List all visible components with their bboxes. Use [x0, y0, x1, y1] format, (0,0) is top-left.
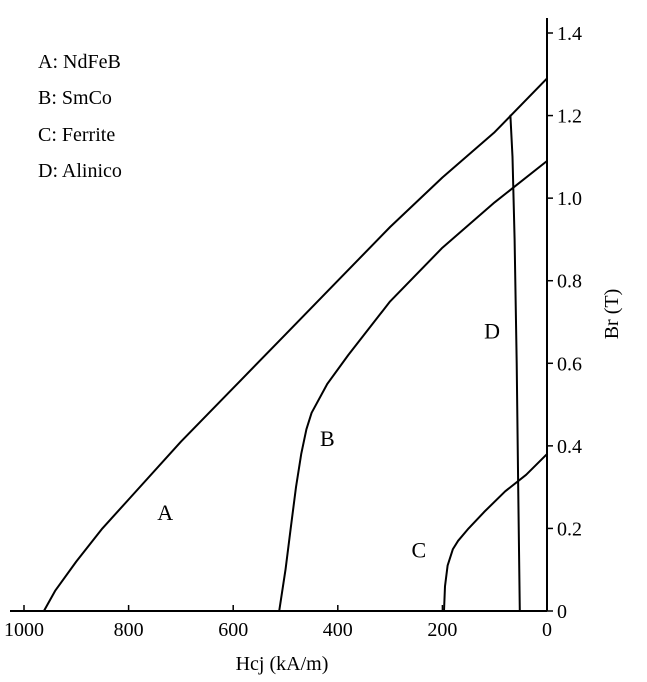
curve-d	[509, 114, 521, 612]
curves	[42, 77, 548, 612]
y-tick-label: 0.4	[557, 436, 582, 458]
y-tick-label: 1.2	[557, 106, 582, 128]
y-tick-label: 1.4	[557, 23, 582, 45]
x-tick-label: 0	[542, 619, 552, 641]
y-axis-label: Br (T)	[601, 289, 623, 340]
y-tick-label: 0.6	[557, 353, 582, 375]
legend-entry-d: D: Alinico	[38, 160, 122, 182]
y-tick-label: 0	[557, 601, 567, 623]
x-tick-label: 1000	[4, 619, 44, 641]
x-tick-label: 400	[323, 619, 353, 641]
y-tick-label: 0.8	[557, 271, 582, 293]
legend: A: NdFeB B: SmCo C: Ferrite D: Alinico	[38, 51, 122, 182]
x-tick-label: 200	[427, 619, 457, 641]
y-tick-label: 1.0	[557, 188, 582, 210]
curve-label-d: D	[484, 319, 500, 344]
curve-label-c: C	[412, 537, 427, 562]
curve-b	[278, 160, 548, 612]
y-tick-label: 0.2	[557, 518, 582, 540]
curve-c	[443, 453, 548, 612]
curve-labels: A B C D	[157, 319, 500, 563]
x-axis-label: Hcj (kA/m)	[236, 653, 329, 675]
curve-a	[42, 77, 548, 612]
x-tick-label: 600	[218, 619, 248, 641]
curve-label-a: A	[157, 500, 173, 525]
legend-entry-c: C: Ferrite	[38, 124, 115, 146]
curve-label-b: B	[320, 426, 335, 451]
x-ticks: 1000 800 600 400 200 0	[4, 605, 552, 641]
legend-entry-a: A: NdFeB	[38, 51, 121, 73]
y-ticks: 0 0.2 0.4 0.6 0.8 1.0 1.2 1.4	[547, 23, 582, 623]
x-tick-label: 800	[114, 619, 144, 641]
legend-entry-b: B: SmCo	[38, 87, 112, 109]
